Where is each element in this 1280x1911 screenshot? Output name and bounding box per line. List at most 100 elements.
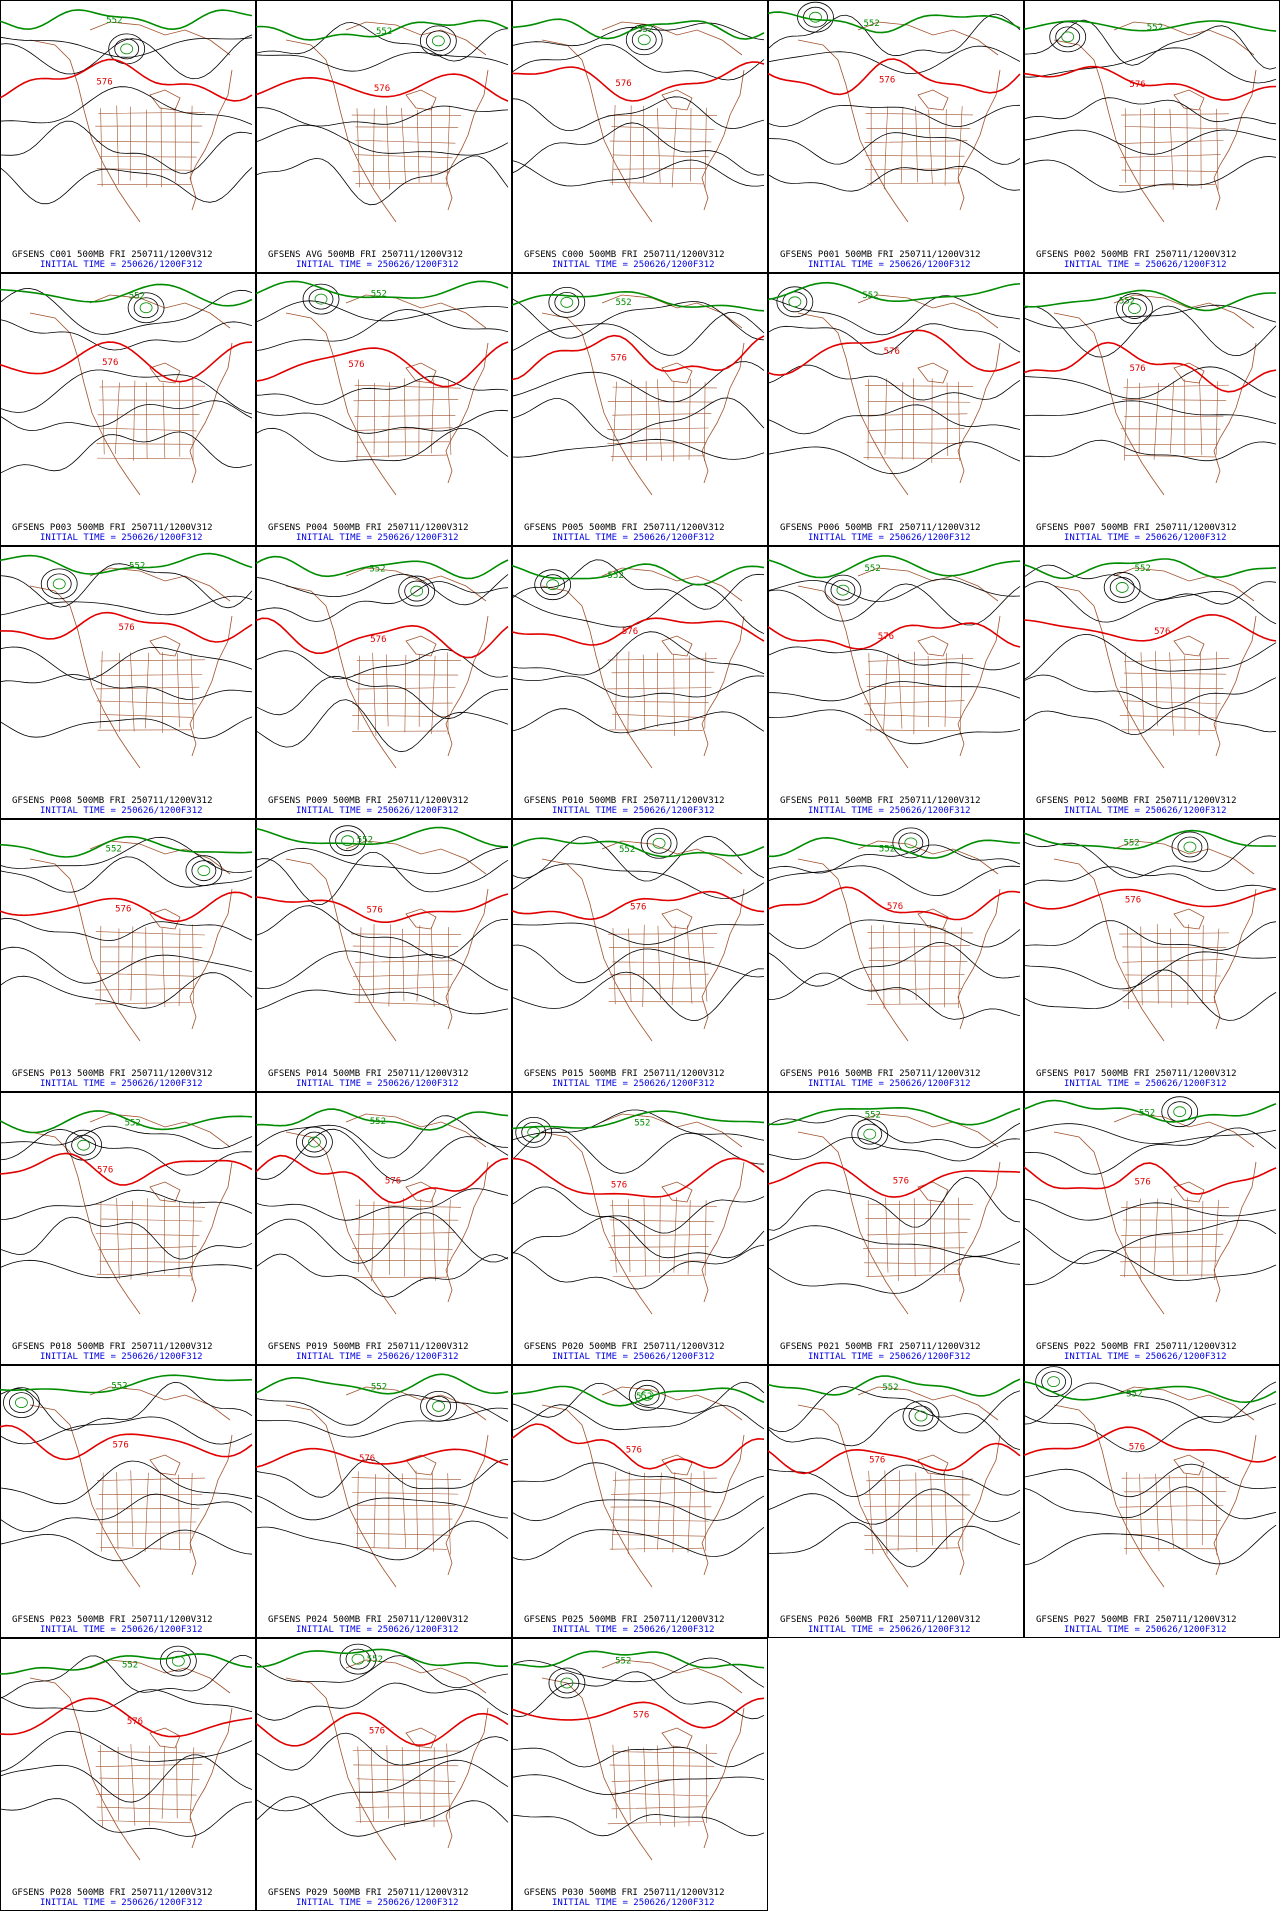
height-contour (0, 1529, 253, 1562)
key-contour (511, 1423, 765, 1470)
panel-title: GFSENS P004 500MB FRI 250711/1200V312 (268, 523, 468, 533)
panel-title: GFSENS P024 500MB FRI 250711/1200V312 (268, 1615, 468, 1625)
height-contour (0, 1381, 253, 1431)
low-contour (71, 1134, 97, 1156)
height-contour (767, 1386, 1021, 1434)
panel-title: GFSENS C000 500MB FRI 250711/1200V312 (524, 250, 724, 260)
key-contour (511, 1650, 765, 1669)
low-contour (634, 1384, 660, 1406)
map-panel: 576 552 GFSENS P018 500MB FRI 250711/1200V… (0, 1092, 256, 1365)
state-lines (352, 652, 462, 736)
coastline (1053, 1113, 1257, 1315)
state-lines (1119, 924, 1230, 1009)
contour-label: 576 (633, 1710, 649, 1720)
coastline (285, 567, 489, 769)
height-contour (0, 167, 253, 205)
height-contour (1023, 951, 1277, 990)
height-contour (511, 559, 765, 610)
contour-label: 552 (1126, 1389, 1142, 1399)
height-contour (1023, 1219, 1277, 1265)
panel-title: GFSENS P017 500MB FRI 250711/1200V312 (1036, 1069, 1236, 1079)
key-contour (511, 1110, 765, 1130)
height-contour (0, 1460, 253, 1505)
height-contour (1023, 1123, 1277, 1145)
contour-label: 576 (869, 1456, 885, 1466)
key-contour (767, 1375, 1021, 1397)
panel-border (768, 1365, 1024, 1638)
key-contour (767, 1106, 1021, 1126)
height-contour (511, 1215, 765, 1259)
panel-title: GFSENS P011 500MB FRI 250711/1200V312 (780, 796, 980, 806)
height-contour (255, 852, 509, 905)
coastline (285, 840, 489, 1042)
contour-label: 552 (371, 289, 387, 299)
key-contour (1023, 341, 1277, 393)
coastline (797, 1386, 1001, 1588)
height-contour (767, 441, 1021, 475)
height-contour (511, 438, 765, 460)
contour-label: 552 (865, 564, 881, 574)
height-contour (255, 950, 509, 991)
state-lines (95, 1743, 206, 1827)
height-contour (511, 1814, 765, 1837)
key-contour (0, 1374, 253, 1394)
coastline (285, 21, 489, 223)
low-contour (419, 25, 457, 57)
height-contour (0, 972, 253, 1009)
key-contour (0, 1697, 253, 1738)
panel-border (512, 1092, 768, 1365)
state-lines (351, 105, 462, 190)
key-contour (255, 826, 509, 848)
height-contour (0, 86, 253, 125)
height-contour (767, 681, 1021, 702)
height-contour (0, 1655, 253, 1699)
height-contour (255, 1520, 509, 1561)
height-contour (255, 1115, 509, 1159)
height-contour (0, 1189, 253, 1220)
height-contour (0, 836, 253, 874)
height-contour (767, 844, 1021, 874)
height-contour (1023, 19, 1277, 70)
height-contour (1023, 439, 1277, 462)
state-lines (95, 1198, 206, 1281)
height-contour (768, 972, 1021, 1020)
low-contour (863, 1128, 877, 1140)
contour-label: 576 (611, 353, 627, 363)
height-contour (0, 1125, 253, 1150)
state-lines (863, 1197, 974, 1282)
low-contour (830, 579, 856, 601)
height-contour (255, 1394, 509, 1426)
contour-label: 552 (106, 844, 122, 854)
panel-border (1024, 273, 1280, 546)
low-contour (1115, 582, 1129, 593)
contour-label: 576 (1129, 364, 1145, 374)
height-contour (767, 1521, 1021, 1568)
panel-title: GFSENS P003 500MB FRI 250711/1200V312 (12, 523, 212, 533)
height-contour (255, 1212, 509, 1264)
contour-label: 552 (637, 25, 653, 35)
map-panel: 576 552 GFSENS P024 500MB FRI 250711/1200V… (255, 1365, 512, 1638)
height-contour (767, 1136, 1021, 1162)
low-contour (426, 1395, 451, 1417)
panel-init-time: INITIAL TIME = 250626/1200F312 (296, 1625, 459, 1635)
low-contour (46, 573, 72, 595)
key-contour (255, 1712, 509, 1747)
contour-label: 552 (608, 571, 624, 581)
contour-label: 552 (129, 292, 145, 302)
low-contour (554, 1672, 580, 1694)
key-contour (255, 1108, 509, 1131)
contour-label: 552 (864, 19, 880, 29)
height-contour (511, 122, 765, 176)
key-contour (0, 58, 253, 102)
height-contour (1023, 156, 1277, 193)
height-contour (0, 120, 253, 174)
height-contour (511, 397, 765, 441)
height-contour (767, 295, 1021, 336)
panel-init-time: INITIAL TIME = 250626/1200F312 (552, 806, 715, 816)
height-contour (1023, 1486, 1277, 1520)
low-contour (1035, 1366, 1073, 1398)
key-contour (0, 835, 253, 858)
map-panel: 576 552 GFSENS P030 500MB FRI 250711/1200V… (511, 1638, 768, 1911)
height-contour (1023, 1463, 1277, 1498)
